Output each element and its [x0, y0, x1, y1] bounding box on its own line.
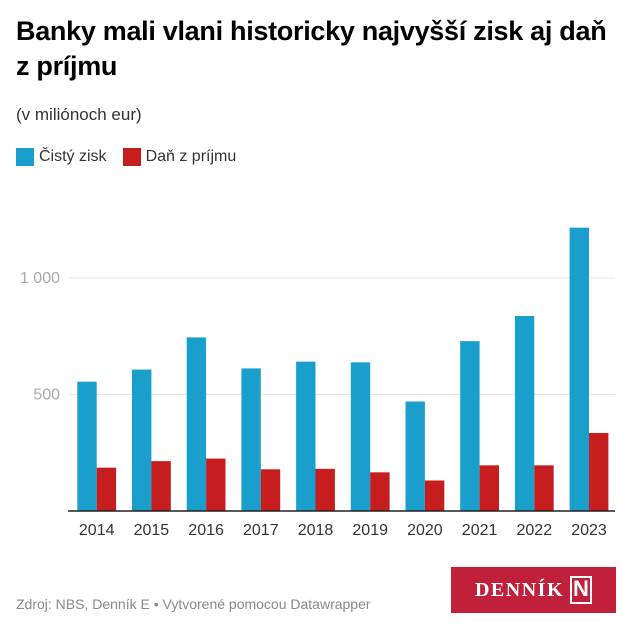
- x-tick-label: 2022: [517, 522, 553, 539]
- legend-item-net-profit: Čistý zisk: [16, 148, 107, 166]
- legend-swatch-income-tax: [122, 148, 141, 166]
- legend: Čistý zisk Daň z príjmu: [16, 148, 236, 166]
- logo-text: DENNÍK: [474, 578, 564, 601]
- x-tick-label: 2018: [298, 522, 334, 539]
- bar-income-tax: [315, 468, 335, 511]
- bars: [77, 227, 609, 511]
- y-tick-label: 500: [33, 387, 60, 404]
- y-tick-label: 1 000: [20, 270, 60, 287]
- x-tick-label: 2015: [134, 522, 170, 539]
- bar-income-tax: [534, 465, 554, 511]
- bar-net-profit: [569, 227, 589, 511]
- bar-income-tax: [424, 480, 445, 511]
- chart-subtitle: (v miliónoch eur): [16, 105, 142, 124]
- bar-income-tax: [260, 469, 281, 511]
- legend-swatch-net-profit: [16, 148, 34, 166]
- bar-net-profit: [186, 337, 207, 511]
- x-axis-labels: 2014 2015 2016 2017 2018 2019 2020 2021 2022 2023: [79, 522, 607, 539]
- x-tick-label: 2017: [243, 522, 279, 539]
- x-tick-label: 2019: [352, 522, 388, 539]
- x-tick-label: 2023: [571, 522, 607, 539]
- bar-net-profit: [350, 362, 371, 511]
- logo-n-mark-icon: N: [570, 576, 592, 604]
- dennik-n-logo: DENNÍK N: [451, 567, 616, 613]
- bar-net-profit: [405, 401, 425, 511]
- bar-net-profit: [296, 361, 316, 511]
- x-tick-label: 2020: [407, 522, 443, 539]
- legend-label-net-profit: Čistý zisk: [39, 148, 107, 165]
- legend-item-income-tax: Daň z príjmu: [122, 148, 237, 166]
- bar-net-profit: [514, 315, 535, 511]
- bar-income-tax: [479, 465, 499, 511]
- x-tick-label: 2016: [188, 522, 224, 539]
- legend-label-income-tax: Daň z príjmu: [145, 148, 237, 165]
- bar-income-tax: [370, 472, 390, 511]
- bar-income-tax: [589, 432, 609, 511]
- bar-income-tax: [151, 461, 171, 511]
- bar-net-profit: [241, 368, 261, 511]
- chart-title: Banky mali vlani historicky najvyšší zis…: [16, 16, 607, 81]
- bar-net-profit: [77, 381, 97, 511]
- source-note: Zdroj: NBS, Denník E • Vytvorené pomocou…: [16, 596, 371, 612]
- bar-net-profit: [132, 369, 152, 511]
- x-tick-label: 2021: [462, 522, 498, 539]
- bar-income-tax: [96, 467, 117, 511]
- bar-income-tax: [206, 458, 226, 511]
- bar-net-profit: [460, 341, 480, 511]
- x-tick-label: 2014: [79, 522, 115, 539]
- gridlines: 500 1 000: [20, 270, 615, 404]
- bar-chart: 500 1 000 2014 2015 2016 2017 2018 2019 2020 202…: [20, 227, 615, 539]
